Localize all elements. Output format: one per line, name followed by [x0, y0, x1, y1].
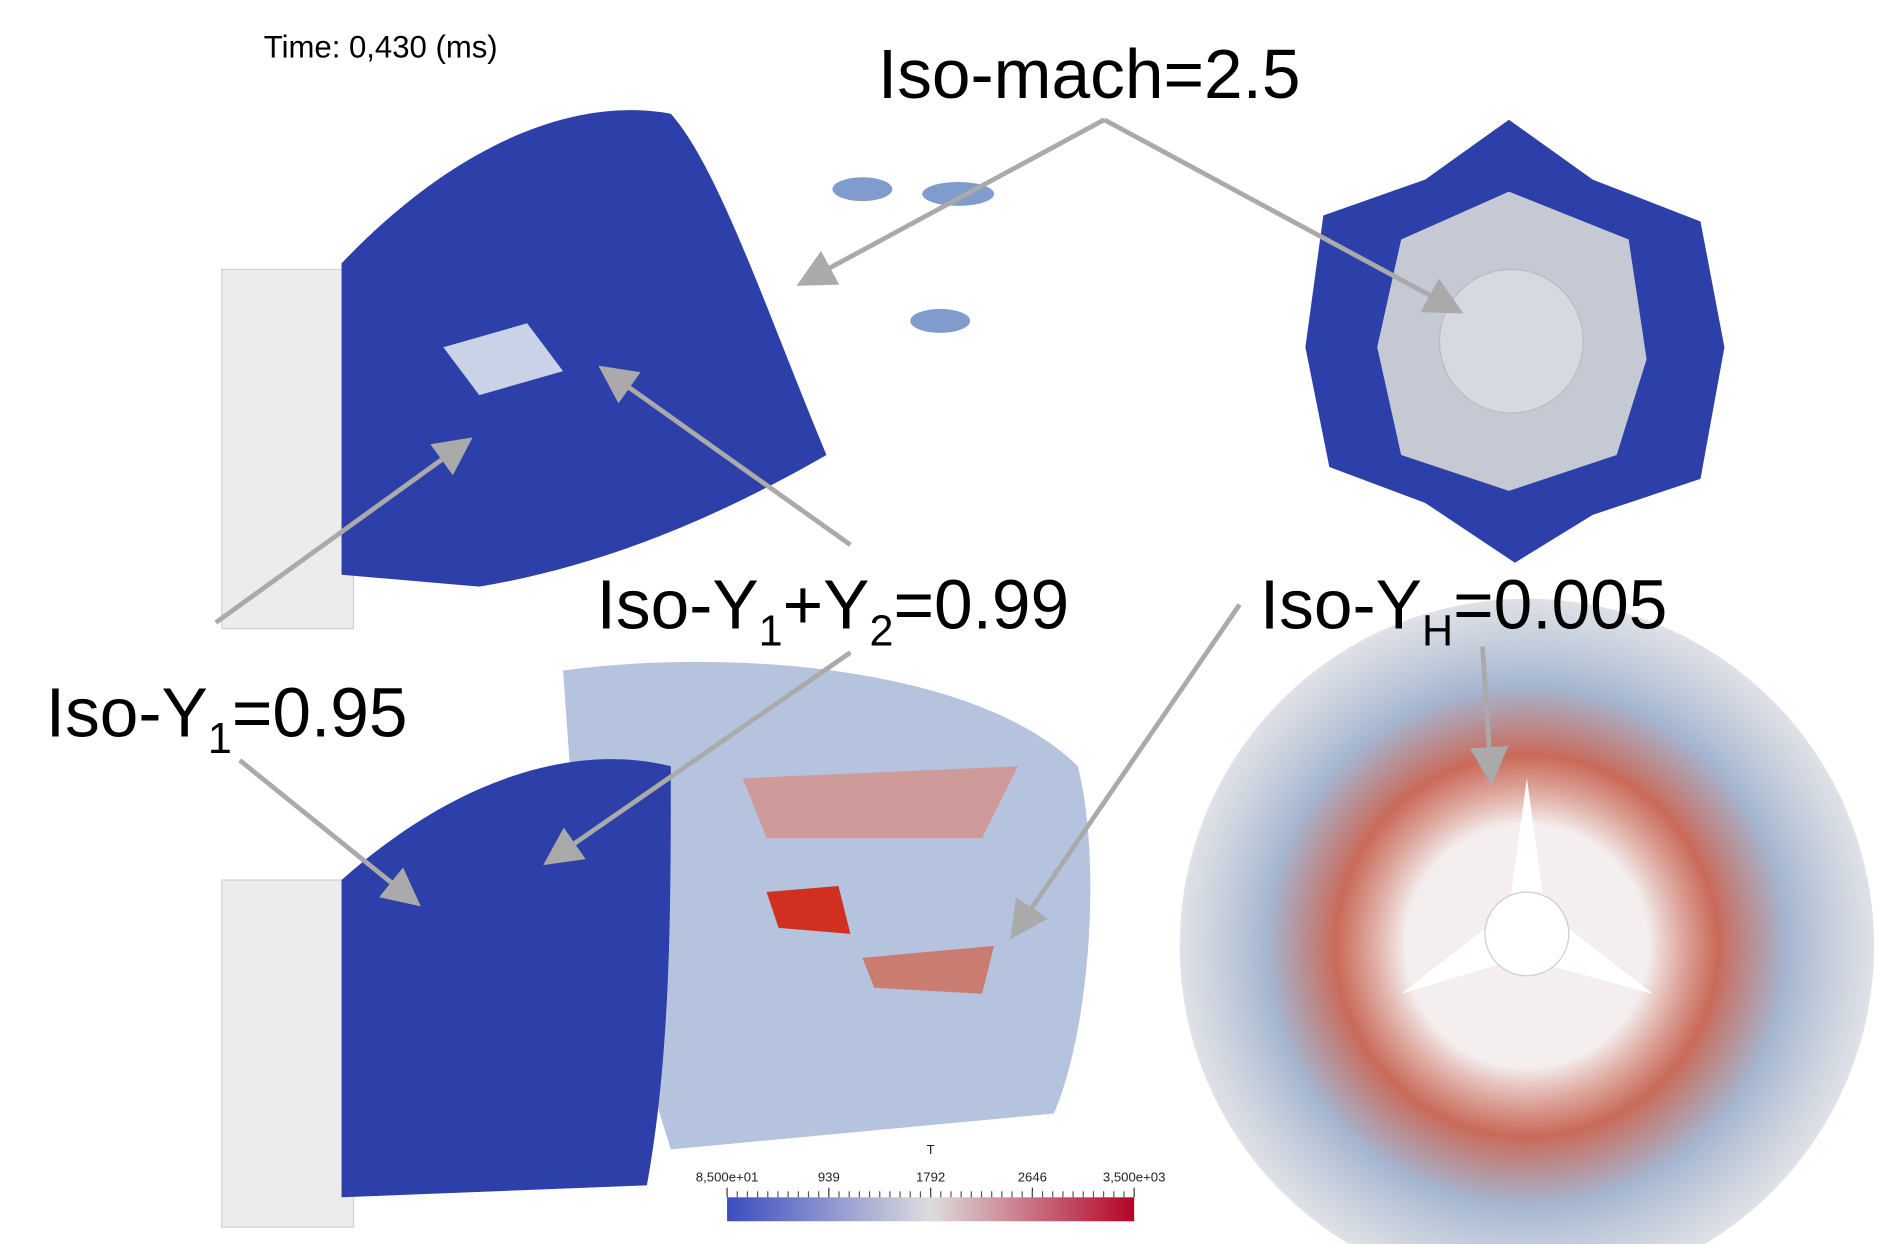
label-part: Iso-Y	[1260, 566, 1422, 644]
colorbar-gradient	[727, 1197, 1135, 1222]
render-top-right	[1305, 119, 1725, 563]
annotation: Iso-Y1=0.95	[46, 673, 408, 763]
annotation: Iso-Y1+Y2=0.99	[597, 566, 1070, 656]
annotation: Iso-YH=0.005	[1260, 566, 1668, 656]
time-label: Time: 0,430 (ms)	[264, 29, 498, 64]
render-bottom-left	[221, 661, 1091, 1228]
label-part: +Y	[783, 566, 870, 644]
colorbar-label: 2646	[1018, 1170, 1047, 1185]
arrows	[214, 117, 1509, 940]
subscript: 1	[759, 607, 783, 655]
label-part: =0.005	[1453, 566, 1667, 644]
label-part: Iso-mach=2.5	[878, 35, 1301, 113]
colorbar-label: 3,500e+03	[1103, 1170, 1166, 1185]
label-part: =0.99	[893, 566, 1069, 644]
subscript: H	[1422, 607, 1453, 655]
render-top-left	[221, 110, 995, 630]
annotation: Iso-mach=2.5	[878, 35, 1301, 113]
label-part: Iso-Y	[46, 673, 208, 751]
colorbar-label: 939	[818, 1170, 840, 1185]
label-part: Iso-Y	[597, 566, 759, 644]
render-bottom-right	[1179, 598, 1874, 1244]
colorbar-label: 8,500e+01	[696, 1170, 759, 1185]
subscript: 2	[869, 607, 893, 655]
subscript: 1	[208, 715, 232, 763]
colorbar: T 8,500e+01 939 1792 2646 3,500e+03	[696, 1142, 1166, 1222]
colorbar-title: T	[927, 1142, 935, 1157]
label-part: =0.95	[232, 673, 408, 751]
colorbar-label: 1792	[916, 1170, 945, 1185]
